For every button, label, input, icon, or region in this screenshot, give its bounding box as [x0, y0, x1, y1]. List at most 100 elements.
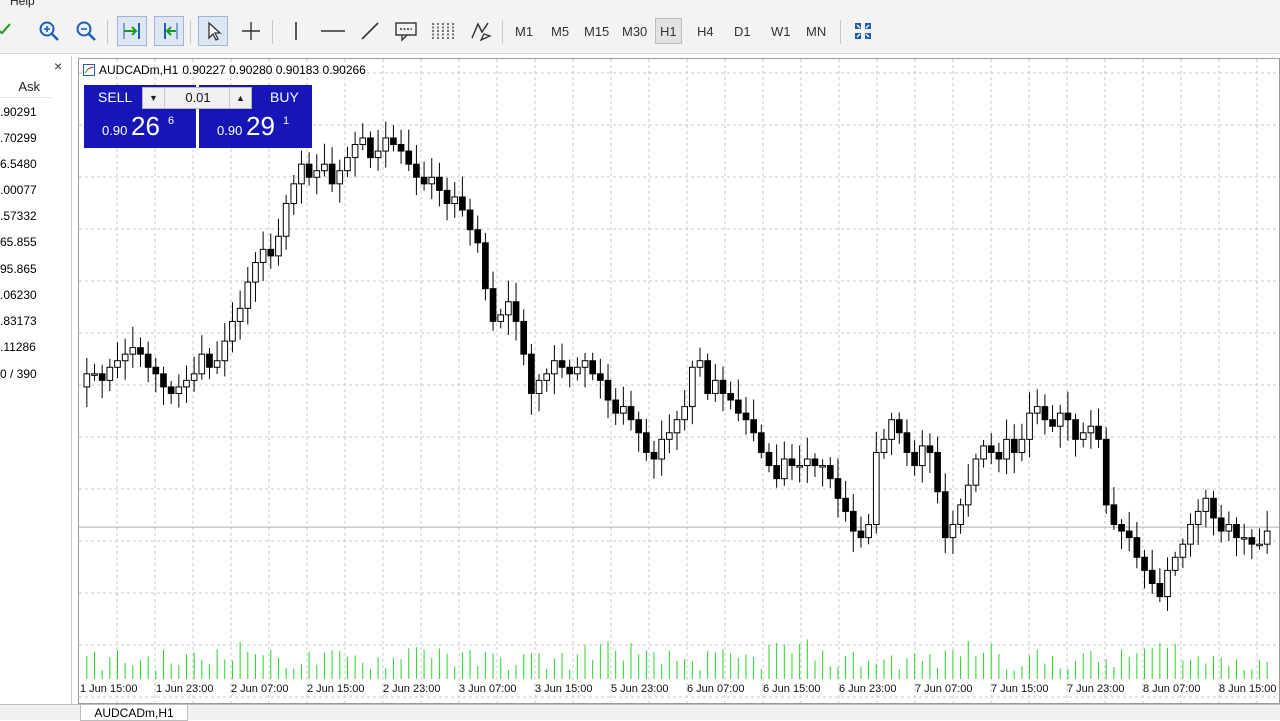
candle-body — [711, 379, 719, 394]
timeframe-m15[interactable]: M15 — [584, 23, 610, 39]
ask-price[interactable]: .90291 — [0, 105, 37, 119]
candle-body — [374, 150, 382, 159]
price-chart[interactable] — [79, 59, 1280, 704]
toolbar-separator — [107, 20, 108, 44]
timeframe-h1[interactable]: H1 — [655, 18, 682, 44]
timeframe-d1[interactable]: D1 — [734, 23, 751, 39]
crosshair-icon[interactable] — [236, 16, 266, 46]
time-label: 1 Jun 23:00 — [156, 683, 214, 695]
candle-body — [888, 419, 895, 440]
ask-column-header[interactable]: Ask — [0, 76, 52, 98]
vertical-line-icon[interactable] — [281, 16, 311, 46]
candle-body — [696, 360, 704, 368]
candle-body — [995, 451, 1003, 460]
candle-body — [413, 163, 420, 178]
candle-body — [167, 386, 175, 394]
horizontal-line-icon[interactable] — [318, 16, 348, 46]
time-label: 7 Jun 15:00 — [991, 683, 1049, 695]
candle-body — [880, 438, 888, 453]
timeframe-h4[interactable]: H4 — [697, 23, 714, 39]
timeframe-m30[interactable]: M30 — [622, 23, 648, 39]
candle-body — [934, 451, 941, 493]
buy-price-point: 1 — [283, 115, 290, 127]
candle-body — [1256, 543, 1263, 547]
zoom-out-icon[interactable] — [71, 16, 101, 46]
lot-size-stepper[interactable]: ▼ 0.01 ▲ — [142, 87, 252, 109]
candle-body — [1217, 517, 1225, 532]
ask-price[interactable]: .00077 — [0, 183, 37, 197]
buy-button[interactable]: BUY 0.90 29 1 — [199, 85, 312, 148]
candle-body — [183, 379, 190, 388]
text-label-icon[interactable] — [391, 16, 421, 46]
candle-body — [627, 406, 635, 421]
market-watch-panel: × Ask .90291 .70299 6.5480 .00077 .57332… — [0, 56, 72, 704]
sell-label: SELL — [98, 89, 133, 105]
candle-body — [688, 366, 696, 408]
timeframe-mn[interactable]: MN — [806, 23, 827, 39]
ask-price[interactable]: 95.865 — [0, 262, 37, 276]
tab-audcadm-h1[interactable]: AUDCADm,H1 — [80, 705, 188, 721]
candle-body — [236, 307, 244, 322]
candle-body — [1141, 556, 1148, 571]
ask-price[interactable]: 6.5480 — [0, 157, 37, 171]
lot-size-input[interactable]: 0.01 — [185, 90, 211, 105]
lot-decrease-icon[interactable]: ▼ — [143, 88, 165, 108]
buy-label: BUY — [270, 89, 299, 105]
candle-body — [788, 458, 796, 467]
candle-body — [1210, 497, 1217, 519]
candle-body — [1056, 412, 1064, 427]
trendline-icon[interactable] — [355, 16, 385, 46]
candle-body — [428, 176, 436, 185]
candle-body — [926, 445, 934, 453]
ask-price[interactable]: 65.855 — [0, 235, 37, 249]
candle-body — [528, 353, 535, 394]
candle-body — [451, 196, 459, 204]
candle-body — [137, 347, 144, 355]
one-click-trading-panel: SELL 0.90 26 6 BUY 0.90 29 1 ▼ 0.01 ▲ — [84, 85, 312, 148]
toolbar-separator — [190, 20, 191, 44]
chart-window[interactable]: AUDCADm,H1 0.90227 0.90280 0.90183 0.902… — [78, 58, 1280, 704]
shapes-icon[interactable] — [465, 16, 495, 46]
tile-windows-icon[interactable] — [848, 16, 878, 46]
cursor-icon[interactable] — [198, 16, 228, 46]
ask-price[interactable]: .83173 — [0, 314, 37, 328]
candle-body — [1233, 524, 1240, 539]
candle-body — [144, 353, 152, 368]
candle-body — [98, 373, 106, 381]
timeframe-m1[interactable]: M1 — [515, 23, 534, 39]
fibonacci-icon[interactable] — [427, 16, 457, 46]
candle-body — [865, 524, 872, 539]
candle-body — [589, 360, 597, 375]
ask-price[interactable]: .06230 — [0, 288, 37, 302]
candle-body — [1171, 556, 1179, 571]
candle-body — [367, 137, 374, 159]
candle-body — [811, 458, 819, 467]
zoom-in-icon[interactable] — [34, 16, 64, 46]
ask-price[interactable]: .70299 — [0, 131, 37, 145]
sell-button[interactable]: SELL 0.90 26 6 — [84, 85, 196, 148]
lot-increase-icon[interactable]: ▲ — [229, 88, 251, 108]
auto-scroll-icon[interactable] — [117, 16, 147, 46]
candle-body — [221, 340, 229, 362]
timeframe-w1[interactable]: W1 — [771, 23, 791, 39]
time-label: 2 Jun 15:00 — [307, 683, 365, 695]
time-label: 6 Jun 15:00 — [763, 683, 821, 695]
chart-shift-icon[interactable] — [154, 16, 184, 46]
candle-body — [474, 229, 482, 244]
menu-help[interactable]: Help — [10, 0, 35, 8]
ask-price[interactable]: .11286 — [0, 340, 36, 354]
line-chart-icon[interactable] — [0, 16, 16, 46]
candle-body — [1003, 438, 1010, 460]
candle-body — [344, 157, 351, 172]
candle-body — [574, 366, 581, 375]
candle-body — [1041, 406, 1049, 421]
candle-body — [842, 497, 849, 512]
candle-body — [282, 202, 290, 237]
candle-body — [121, 353, 129, 362]
candle-body — [1010, 438, 1018, 453]
candle-body — [1018, 438, 1026, 453]
close-icon[interactable]: × — [54, 58, 63, 74]
ask-price[interactable]: .57332 — [0, 209, 37, 223]
timeframe-m5[interactable]: M5 — [551, 23, 570, 39]
candle-body — [328, 163, 336, 185]
